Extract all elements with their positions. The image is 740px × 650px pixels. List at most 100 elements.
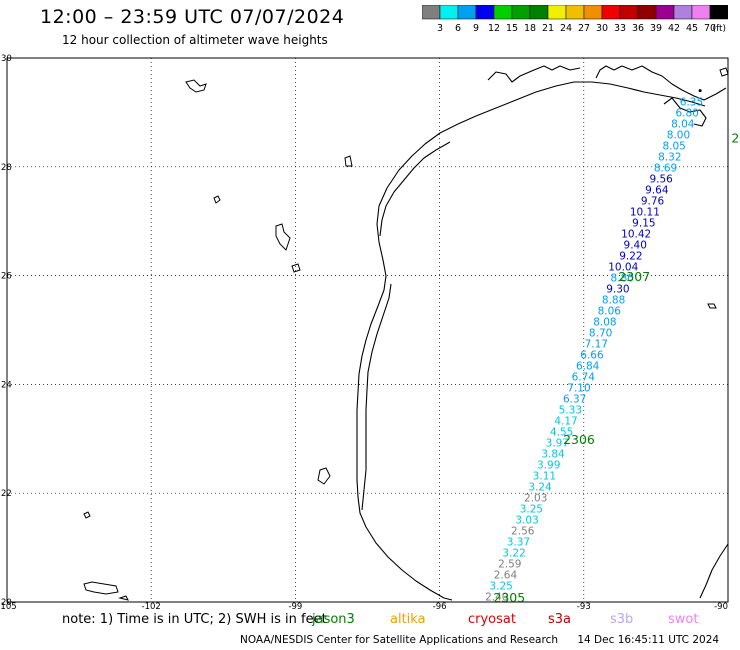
footer-timestamp: 14 Dec 16:45:11 UTC 2024 [577,634,720,646]
delta-line [663,97,707,127]
track-wave-height: 3.37 [507,537,530,549]
track-id-label: 2306 [563,432,595,447]
legend-label: 18 [524,23,536,34]
longitude-label: -96 [433,602,447,612]
satellite-name-jason3: jason3 [312,612,355,627]
inlet-line [487,65,581,83]
lake-7 [83,581,119,595]
track-wave-height: 3.22 [502,548,525,560]
latitude-label: 28 [1,163,12,173]
wave-height-color-legend: 3 6 9 12 15 18 21 24 27 30 33 36 39 42 45 70(ft) [422,5,728,34]
graticule [7,58,728,602]
legend-label: 70 [704,23,716,34]
longitude-label: -99 [288,602,302,612]
legend-label: 9 [473,23,479,34]
track-wave-height: 2.40 [485,592,508,604]
longitude-label: -105 [0,602,17,612]
page-subtitle: 12 hour collection of altimeter wave hei… [62,33,328,47]
latitude-label: 24 [1,380,12,390]
track-wave-height: 3.25 [489,581,512,593]
bay-shore-line [379,141,451,237]
track-start-point [698,89,702,93]
lakes [83,67,729,601]
track-wave-height: 8.80 [611,273,634,285]
track-wave-height: 6.66 [580,350,604,362]
satellite-name-swot: swot [668,612,699,627]
note-row: note: 1) Time is in UTC; 2) SWH is in fe… [62,612,327,627]
track-wave-height: 3.11 [533,471,556,483]
track-wave-height: 8.00 [667,130,690,142]
footer: NOAA/NESDIS Center for Satellite Applica… [240,634,719,646]
track-wave-height: 9.40 [624,240,647,252]
legend-label: 39 [650,23,662,34]
lake-8 [83,511,91,519]
barrier-island-line [361,283,392,511]
latitude-label: 22 [1,489,12,499]
lake-10 [707,303,717,309]
latitude-labels: 30 28 26 24 22 20 [1,54,12,608]
longitude-label: -93 [577,602,591,612]
lake-2 [213,195,221,204]
track-wave-height: 2.64 [494,570,518,582]
lake-9 [118,595,129,601]
track-id-label: 2308 [731,130,740,145]
legend-label: 45 [686,23,698,34]
track-wave-height: 9.64 [645,185,669,197]
track-wave-height: 3.84 [541,449,565,461]
track-wave-height: 2.59 [498,559,521,571]
track-wave-height: 10.42 [621,229,651,241]
legend-label: 33 [614,23,626,34]
legend-label: 3 [437,23,443,34]
footer-credit: NOAA/NESDIS Center for Satellite Applica… [240,634,558,646]
track-id-labels: 2308 2307 2306 2305 [493,130,740,605]
track-wave-height: 3.99 [537,460,560,472]
legend-label: 21 [542,23,554,34]
legend-label: 6 [455,23,461,34]
track-wave-height: 10.11 [630,207,660,219]
latitude-label: 26 [1,272,12,282]
satellite-name-cryosat: cryosat [468,612,516,627]
track-wave-height: 2.03 [524,493,547,505]
track-wave-height: 7.17 [585,339,608,351]
gulf-coast-line [356,81,706,599]
lake-1 [185,79,207,93]
track-wave-height: 6.74 [572,372,596,384]
track-wave-height: 3.03 [515,515,538,527]
track-wave-height: 8.32 [658,152,681,164]
legend-label: 15 [506,23,518,34]
track-wave-height: 9.76 [641,196,665,208]
track-wave-height: 8.05 [662,141,685,153]
map-frame [6,57,729,603]
track-wave-height: 9.56 [649,174,673,186]
longitude-labels: -105 -102 -99 -96 -93 -90 [0,602,728,612]
track-wave-height: 4.17 [554,416,577,428]
lake-3 [275,223,291,251]
track-wave-height: 3.97 [546,438,569,450]
legend-label: 36 [632,23,644,34]
track-wave-height: 8.70 [589,328,612,340]
track-wave-height: 9.30 [606,284,629,296]
satellite-track-values: 6.356.808.048.008.058.328.699.569.649.76… [485,89,703,604]
track-wave-height: 6.84 [576,361,600,373]
track-wave-height: 8.69 [654,163,677,175]
track-wave-height: 2.56 [511,526,535,538]
longitude-label: -102 [142,602,161,612]
track-wave-height: 8.06 [598,306,622,318]
legend-label: 24 [560,23,572,34]
track-wave-height: 9.22 [619,251,642,263]
southern-coast-line [443,597,453,601]
satellite-name-s3a: s3a [548,612,572,627]
longitude-label: -90 [714,602,728,612]
note-text: note: 1) Time is in UTC; 2) SWH is in fe… [62,612,327,627]
track-wave-height: 6.80 [675,108,698,120]
track-id-label: 2305 [493,590,525,605]
track-wave-height: 6.35 [680,97,703,109]
track-wave-height: 7.10 [567,383,590,395]
track-wave-height: 3.25 [520,504,543,516]
coastline [356,65,729,601]
legend-swatches [422,5,728,20]
legend-label: 12 [488,23,500,34]
track-wave-height: 9.15 [632,218,655,230]
legend-swatch [709,5,728,20]
